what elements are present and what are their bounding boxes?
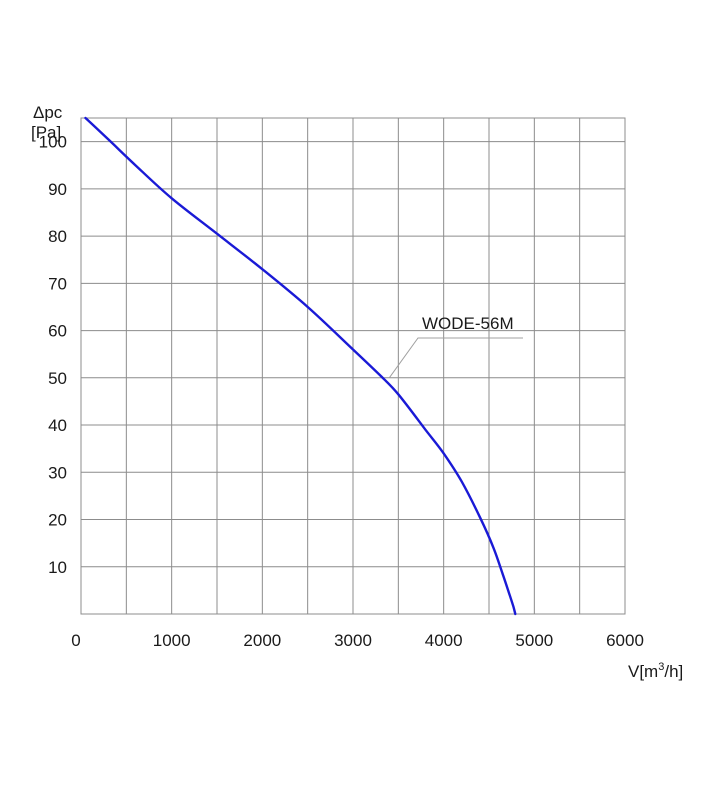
y-axis-title-line2: [Pa] (31, 123, 61, 142)
series-label-wode-56m: WODE-56M (422, 314, 514, 333)
y-tick-label: 20 (48, 511, 67, 530)
x-tick-labels: 0 1000 2000 3000 4000 5000 6000 (71, 631, 644, 650)
grid (81, 118, 625, 614)
annotation-leader-line (388, 337, 523, 379)
y-tick-label: 50 (48, 369, 67, 388)
y-tick-label: 70 (48, 274, 67, 293)
y-tick-label: 80 (48, 227, 67, 246)
x-tick-label: 3000 (334, 631, 372, 650)
x-axis-title-sup: 3 (658, 661, 664, 673)
y-axis-title-line1: Δpc (33, 103, 63, 122)
y-tick-label: 10 (48, 558, 67, 577)
x-tick-label: 5000 (515, 631, 553, 650)
y-tick-labels: 10 20 30 40 50 60 70 80 90 100 (39, 133, 67, 577)
x-axis-title: V[m3/h] (628, 661, 683, 681)
x-tick-label: 2000 (243, 631, 281, 650)
y-tick-label: 60 (48, 322, 67, 341)
y-tick-label: 100 (39, 133, 67, 152)
x-tick-label: 0 (71, 631, 80, 650)
x-tick-label: 4000 (425, 631, 463, 650)
y-tick-label: 30 (48, 463, 67, 482)
x-axis-title-prefix: V[m (628, 662, 658, 681)
x-tick-label: 6000 (606, 631, 644, 650)
y-tick-label: 40 (48, 416, 67, 435)
series-line-wode-56m (84, 116, 517, 616)
x-axis-title-suffix: /h] (664, 662, 683, 681)
y-tick-label: 90 (48, 180, 67, 199)
plot-frame (80, 117, 626, 615)
x-tick-label: 1000 (153, 631, 191, 650)
